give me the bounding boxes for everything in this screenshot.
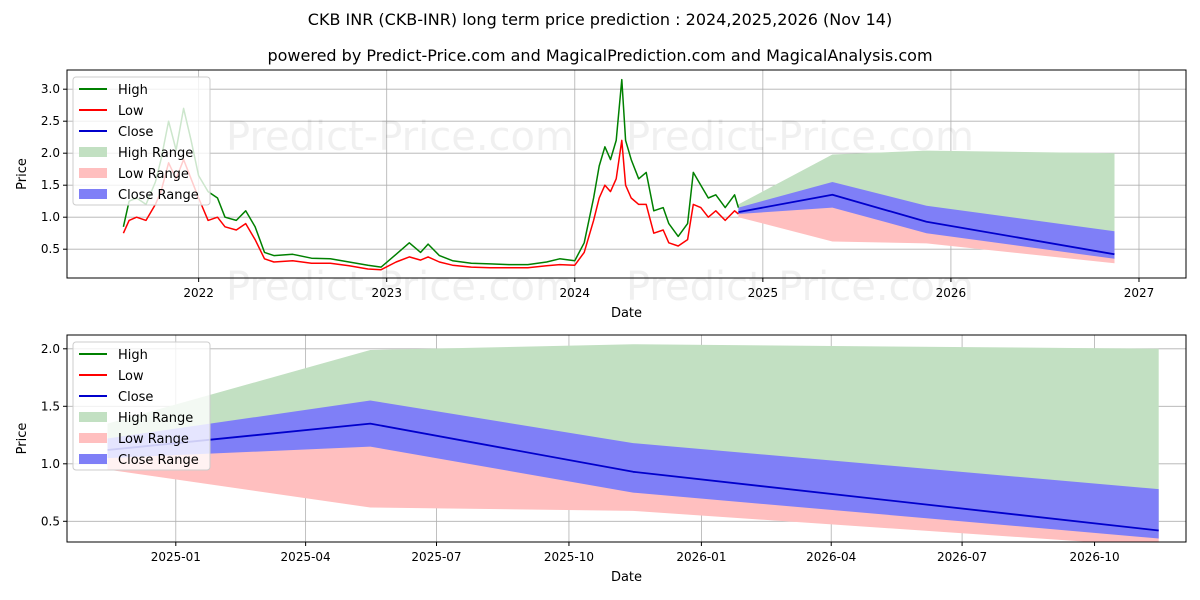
y-axis-label: Price <box>15 158 30 190</box>
watermarks: Predict-Price.com Predict-Price.com Predic… <box>226 114 974 310</box>
legend-swatch-patch <box>79 189 107 199</box>
legend-label: Close Range <box>118 453 199 468</box>
legend-label: Close Range <box>118 188 199 203</box>
x-axis-ticks: 2022 2023 2024 2025 2026 2027 <box>183 278 1154 300</box>
legend-box <box>72 76 211 206</box>
legend-label: Low <box>118 369 144 384</box>
y-tick-label: 2.0 <box>41 342 60 356</box>
chart-title: CKB INR (CKB-INR) long term price predic… <box>307 10 893 29</box>
x-axis-label: Date <box>611 570 642 585</box>
legend-swatch-patch <box>79 168 107 178</box>
legend-label: High Range <box>118 146 193 161</box>
x-tick-label: 2025-01 <box>151 550 201 564</box>
chart-panel-long_term: Predict-Price.com Predict-Price.com Predic… <box>15 69 1187 321</box>
y-tick-label: 1.5 <box>41 178 60 192</box>
x-tick-label: 2026-07 <box>937 550 987 564</box>
legend-label: Close <box>118 390 153 405</box>
y-tick-label: 1.0 <box>41 210 60 224</box>
chart-panel-zoomed: Predict-Price.comPredict-Price.com2025-0… <box>15 334 1187 585</box>
legend-swatch-patch <box>79 454 107 464</box>
x-tick-label: 2026-10 <box>1069 550 1119 564</box>
x-tick-label: 2025 <box>748 286 779 300</box>
x-tick-label: 2022 <box>183 286 214 300</box>
x-tick-label: 2024 <box>560 286 591 300</box>
legend-swatch-patch <box>79 147 107 157</box>
high-price-line <box>122 78 740 268</box>
y-axis-label: Price <box>15 423 30 455</box>
legend-label: Low <box>118 104 144 119</box>
close-range-band <box>107 400 1159 539</box>
x-tick-label: 2025-07 <box>411 550 461 564</box>
x-axis-ticks: 2025-01 2025-04 2025-07 2025-10 2026-01 2026-… <box>151 542 1120 564</box>
close-range-band <box>738 182 1115 259</box>
legend-label: Low Range <box>118 167 189 182</box>
x-tick-label: 2026-01 <box>676 550 726 564</box>
y-tick-label: 1.0 <box>41 457 60 471</box>
y-tick-label: 0.5 <box>41 242 60 256</box>
x-tick-label: 2027 <box>1124 286 1155 300</box>
legend: High Low Close High Range Low Range Close Ran… <box>72 341 211 471</box>
x-tick-label: 2025-04 <box>281 550 331 564</box>
close-forecast-line <box>107 422 1159 532</box>
y-axis-ticks: 0.5 1.0 1.5 2.0 <box>41 342 67 528</box>
watermark-text: Predict-Price.com <box>226 114 574 160</box>
x-tick-label: 2026 <box>936 286 967 300</box>
chart-subtitle: powered by Predict-Price.com and Magical… <box>267 46 933 65</box>
watermark-text: Predict-Price.com <box>626 264 974 310</box>
watermark-text: Predict-Price.com <box>226 264 574 310</box>
legend-label: Low Range <box>118 432 189 447</box>
x-tick-label: 2026-04 <box>806 550 856 564</box>
x-axis-label: Date <box>611 306 642 321</box>
y-tick-label: 2.5 <box>41 114 60 128</box>
legend-label: High Range <box>118 411 193 426</box>
legend-label: High <box>118 83 148 98</box>
x-tick-label: 2023 <box>371 286 402 300</box>
legend-box <box>72 341 211 471</box>
axes-frame <box>66 334 1187 543</box>
y-tick-label: 0.5 <box>41 514 60 528</box>
legend: High Low Close High Range Low Range Close Ran… <box>72 76 211 206</box>
y-axis-ticks: 0.5 1.0 1.5 2.0 2.5 3.0 <box>41 82 67 256</box>
plot-area <box>107 344 1159 542</box>
plot-area <box>122 78 1115 271</box>
y-tick-label: 3.0 <box>41 82 60 96</box>
legend-swatch-patch <box>79 433 107 443</box>
y-tick-label: 1.5 <box>41 399 60 413</box>
y-tick-label: 2.0 <box>41 146 60 160</box>
x-tick-label: 2025-10 <box>544 550 594 564</box>
close-forecast-line <box>738 193 1115 256</box>
axes-frame <box>66 69 1187 279</box>
legend-swatch-patch <box>79 412 107 422</box>
legend-label: Close <box>118 125 153 140</box>
legend-label: High <box>118 348 148 363</box>
